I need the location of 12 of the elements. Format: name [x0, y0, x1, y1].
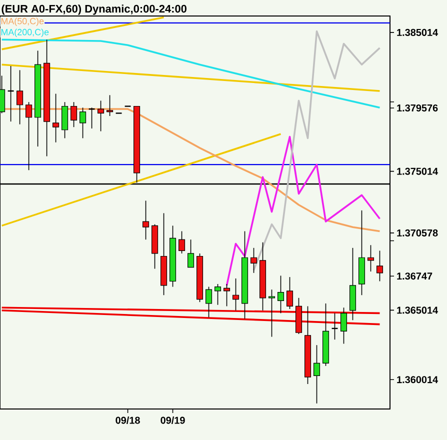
y-tick-label: 1.370578	[397, 229, 438, 236]
y-tick-label: 1.385014	[397, 28, 438, 36]
y-tick-label: 1.375014	[397, 168, 438, 175]
y-tick-label: 1.36747	[397, 272, 432, 280]
y-tick-label: 1.365014	[397, 306, 438, 314]
text: MA(50,C)e	[1, 18, 44, 26]
y-tick-label: 1.379576	[397, 104, 438, 112]
chart-title: (EUR A0-FX,60) Dynamic,0:00-24:00	[2, 4, 186, 15]
x-tick-label: 09/18	[116, 416, 140, 424]
series-label: MA(200,C)e	[1, 28, 49, 38]
y-tick-label: 1.360014	[397, 376, 438, 384]
x-tick-label: 09/19	[160, 416, 185, 424]
